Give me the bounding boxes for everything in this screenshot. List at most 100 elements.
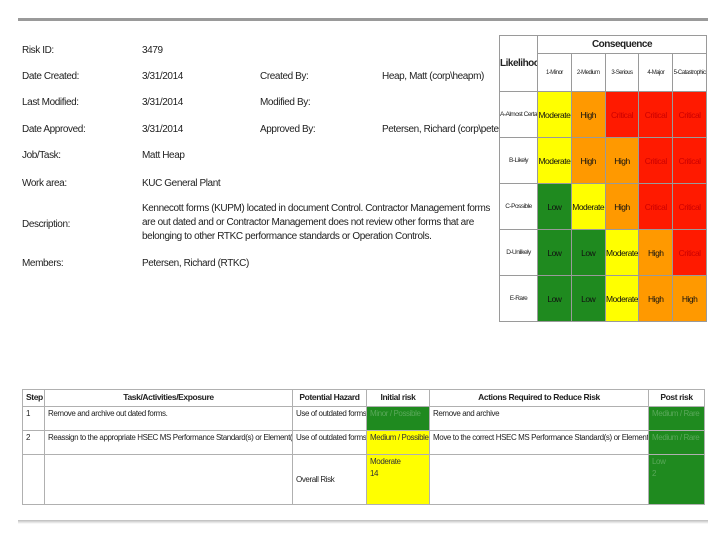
matrix-cell: Critical [638,137,674,184]
overall-initial-risk: Moderate 14 [366,454,430,505]
matrix-cell: Critical [638,183,674,230]
risk-matrix: Likelihood Consequence 1-Minor 2-Medium … [499,35,707,322]
likelihood-header: Likelihood [499,35,538,92]
matrix-cell: Critical [672,183,707,230]
initial-risk-cell: Minor / Possible [366,406,430,431]
table-row: 1 Remove and archive out dated forms. Us… [22,406,705,431]
last-modified-value: 3/31/2014 [142,97,183,108]
date-created-value: 3/31/2014 [142,71,183,82]
members-value: Petersen, Richard (RTKC) [142,258,249,269]
date-created-label: Date Created: [22,71,80,82]
initial-risk-cell: Medium / Possible [366,430,430,455]
post-risk-header: Post risk [648,389,705,407]
matrix-cell: Moderate [604,275,640,322]
matrix-cell: Low [537,229,572,276]
risk-matrix-body: A-Almost Certain Moderate High Critical Crit… [499,91,707,322]
actions-cell: Move to the correct HSEC MS Performance … [429,430,649,455]
modified-by-label: Modified By: [260,97,311,108]
matrix-cell: Low [570,275,606,322]
table-row: 2 Reassign to the appropriate HSEC MS Pe… [22,430,705,455]
hazard-cell: Use of outdated forms [292,430,367,455]
matrix-row: C-Possible Low Moderate High Critical Critica… [499,183,707,230]
hazard-header: Potential Hazard [292,389,367,407]
likelihood-row-header: C-Possible [499,183,538,230]
overall-post-level: Low [652,457,666,466]
matrix-cell: Critical [638,91,674,138]
task-cell: Remove and archive out dated forms. [44,406,293,431]
description-label: Description: [22,219,70,230]
post-risk-cell: Medium / Rare [648,406,705,431]
work-area-label: Work area: [22,178,67,189]
consequence-col-header: 2-Medium [570,53,606,92]
matrix-cell: Critical [672,91,707,138]
overall-risk-row: Overall Risk Moderate 14 Low 2 [22,454,705,505]
matrix-cell: High [604,183,640,230]
likelihood-row-header: A-Almost Certain [499,91,538,138]
consequence-header: Consequence [537,35,707,54]
matrix-cell: Low [537,275,572,322]
matrix-cell: Low [570,229,606,276]
likelihood-row-header: D-Unlikely [499,229,538,276]
last-modified-label: Last Modified: [22,97,79,108]
approved-by-value: Petersen, Richard (corp\petersr) [382,124,513,135]
overall-initial-score: 14 [370,469,379,478]
matrix-cell: Moderate [570,183,606,230]
matrix-cell: Moderate [604,229,640,276]
description-value: Kennecott forms (KUPM) located in docume… [142,203,491,242]
consequence-col-header: 3-Serious [604,53,640,92]
matrix-cell: High [570,91,606,138]
frame-shadow [18,520,708,524]
step-header: Step [22,389,45,407]
matrix-cell: High [570,137,606,184]
approved-by-label: Approved By: [260,124,316,135]
actions-header: Actions Required to Reduce Risk [429,389,649,407]
matrix-cell: Critical [604,91,640,138]
matrix-cell: Moderate [537,137,572,184]
matrix-row: D-Unlikely Low Low Moderate High Critical [499,229,707,276]
likelihood-row-header: B-Likely [499,137,538,184]
overall-initial-level: Moderate [370,457,401,466]
overall-risk-label: Overall Risk [292,454,367,505]
created-by-label: Created By: [260,71,309,82]
date-approved-label: Date Approved: [22,124,86,135]
matrix-row: B-Likely Moderate High High Critical Critical [499,137,707,184]
matrix-cell: High [604,137,640,184]
date-approved-value: 3/31/2014 [142,124,183,135]
matrix-cell: High [638,275,674,322]
consequence-col-header: 4-Major [638,53,674,92]
post-risk-cell: Medium / Rare [648,430,705,455]
risk-info-panel: Risk ID: 3479 Date Created: 3/31/2014 Cr… [22,39,512,379]
matrix-cell: High [672,275,707,322]
risk-id-label: Risk ID: [22,45,54,56]
matrix-cell: Critical [672,137,707,184]
initial-risk-header: Initial risk [366,389,430,407]
job-task-label: Job/Task: [22,150,61,161]
job-task-value: Matt Heap [142,150,185,161]
work-area-value: KUC General Plant [142,178,221,189]
step-cell: 2 [22,430,45,455]
matrix-cell: High [638,229,674,276]
risk-id-value: 3479 [142,45,163,56]
likelihood-row-header: E-Rare [499,275,538,322]
empty-cell [44,454,293,505]
hazard-cell: Use of outdated forms [292,406,367,431]
matrix-cell: Critical [672,229,707,276]
overall-post-risk: Low 2 [648,454,705,505]
matrix-cell: Low [537,183,572,230]
task-table: Step Task/Activities/Exposure Potential … [22,389,705,505]
consequence-col-header: 5-Catastrophic [672,53,707,92]
empty-cell [22,454,45,505]
step-cell: 1 [22,406,45,431]
matrix-row: A-Almost Certain Moderate High Critical Crit… [499,91,707,138]
members-label: Members: [22,258,64,269]
consequence-col-header: 1-Minor [537,53,572,92]
created-by-value: Heap, Matt (corp\heapm) [382,71,484,82]
empty-cell [429,454,649,505]
matrix-cell: Moderate [537,91,572,138]
overall-post-score: 2 [652,469,657,478]
task-header: Task/Activities/Exposure [44,389,293,407]
risk-assessment-report: Risk ID: 3479 Date Created: 3/31/2014 Cr… [18,18,708,523]
matrix-row: E-Rare Low Low Moderate High High [499,275,707,322]
actions-cell: Remove and archive [429,406,649,431]
task-cell: Reassign to the appropriate HSEC MS Perf… [44,430,293,455]
